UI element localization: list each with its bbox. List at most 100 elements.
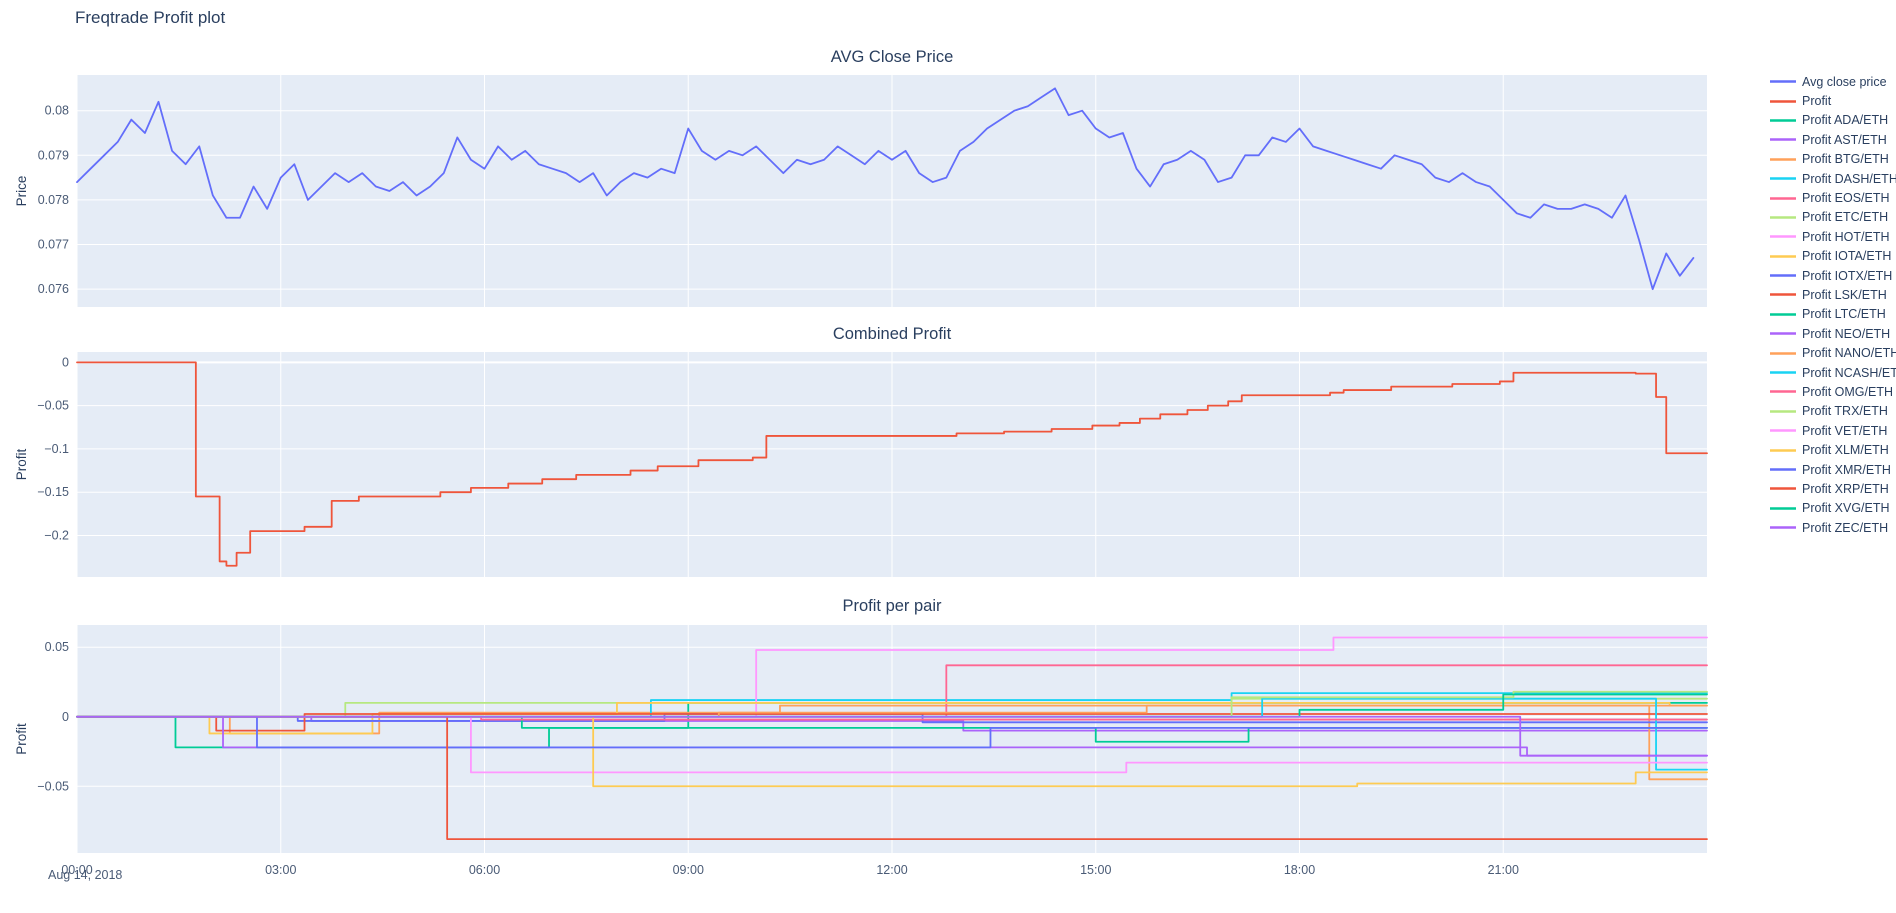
legend-item-profit-xvg-eth[interactable]: Profit XVG/ETH (1768, 499, 1896, 518)
legend-line-swatch (1770, 351, 1796, 355)
legend-item-profit-lsk-eth[interactable]: Profit LSK/ETH (1768, 285, 1896, 304)
y-tick-label: 0.079 (38, 148, 69, 162)
legend-item-profit-etc-eth[interactable]: Profit ETC/ETH (1768, 208, 1896, 227)
legend-item-profit-xrp-eth[interactable]: Profit XRP/ETH (1768, 479, 1896, 498)
legend-line-swatch (1770, 235, 1796, 239)
legend-line-swatch (1770, 332, 1796, 336)
y-tick-label: 0.076 (38, 282, 69, 296)
legend-line-swatch (1770, 468, 1796, 471)
legend-label: Profit LSK/ETH (1802, 287, 1887, 302)
combined-profit-plot[interactable]: 0 −0.05 −0.1 −0.15 −0.2 Profit (0, 352, 1720, 577)
legend-label: Profit NANO/ETH (1802, 346, 1896, 361)
legend-line-swatch (1770, 177, 1796, 180)
legend-label: Profit EOS/ETH (1802, 191, 1890, 206)
legend-line-swatch (1770, 158, 1796, 161)
legend-label: Profit NCASH/ETH (1802, 365, 1896, 380)
legend-line-swatch (1770, 216, 1796, 219)
series-profit-xlm-eth[interactable] (76, 715, 1708, 788)
legend-item-profit-trx-eth[interactable]: Profit TRX/ETH (1768, 402, 1896, 421)
series-profit[interactable] (76, 361, 1708, 567)
subplot-title-profit-per-pair: Profit per pair (842, 597, 942, 615)
legend-label: Profit LTC/ETH (1802, 307, 1886, 322)
y-tick-label: −0.1 (44, 442, 69, 456)
legend-item-profit-hot-eth[interactable]: Profit HOT/ETH (1768, 227, 1896, 246)
subplot-title-avg-close-price: AVG Close Price (830, 48, 954, 66)
series-profit-zec-eth[interactable] (76, 715, 1708, 757)
legend-item-profit-eos-eth[interactable]: Profit EOS/ETH (1768, 188, 1896, 207)
legend-line-swatch (1770, 80, 1796, 83)
y-tick-label: −0.05 (37, 399, 69, 413)
legend-label: Profit HOT/ETH (1802, 229, 1890, 244)
legend-label: Profit BTG/ETH (1802, 152, 1889, 167)
legend-label: Profit VET/ETH (1802, 423, 1888, 438)
legend-line-swatch (1770, 138, 1796, 142)
y-axis-title: Profit (14, 448, 29, 480)
legend-label: Avg close price (1802, 74, 1887, 89)
series-avg-close-price[interactable] (76, 87, 1695, 291)
y-tick-label: 0 (62, 710, 69, 724)
avg-close-price-plot[interactable]: 0.076 0.077 0.078 0.079 0.08 Price (0, 75, 1720, 307)
y-tick-label: 0 (62, 355, 69, 369)
x-tick-label: 06:00 (469, 863, 500, 877)
legend-item-profit[interactable]: Profit (1768, 91, 1896, 110)
legend-item-profit-ast-eth[interactable]: Profit AST/ETH (1768, 130, 1896, 149)
legend-item-profit-zec-eth[interactable]: Profit ZEC/ETH (1768, 518, 1896, 537)
legend-line-swatch (1770, 196, 1796, 200)
legend-item-profit-xlm-eth[interactable]: Profit XLM/ETH (1768, 440, 1896, 459)
legend-line-swatch (1770, 487, 1796, 491)
legend-item-profit-dash-eth[interactable]: Profit DASH/ETH (1768, 169, 1896, 188)
legend-label: Profit OMG/ETH (1802, 384, 1893, 399)
x-tick-label: 18:00 (1284, 863, 1315, 877)
legend-line-swatch (1770, 254, 1796, 258)
legend-label: Profit IOTX/ETH (1802, 268, 1893, 283)
legend-item-avg-close-price[interactable]: Avg close price (1768, 72, 1896, 91)
legend-line-swatch (1770, 313, 1796, 316)
legend-item-profit-ncash-eth[interactable]: Profit NCASH/ETH (1768, 363, 1896, 382)
legend-item-profit-omg-eth[interactable]: Profit OMG/ETH (1768, 382, 1896, 401)
y-tick-label: −0.2 (44, 528, 69, 542)
legend-label: Profit XVG/ETH (1802, 501, 1890, 516)
legend-item-profit-nano-eth[interactable]: Profit NANO/ETH (1768, 343, 1896, 362)
legend-label: Profit XRP/ETH (1802, 481, 1889, 496)
legend-label: Profit ETC/ETH (1802, 210, 1889, 225)
x-tick-label: 21:00 (1488, 863, 1519, 877)
series-profit-ada-eth[interactable] (76, 701, 1708, 749)
legend-line-swatch (1770, 429, 1796, 432)
legend-line-swatch (1770, 410, 1796, 413)
legend-item-profit-xmr-eth[interactable]: Profit XMR/ETH (1768, 460, 1896, 479)
legend-item-profit-ltc-eth[interactable]: Profit LTC/ETH (1768, 305, 1896, 324)
x-tick-label: 00:00 (61, 863, 92, 877)
legend-item-profit-vet-eth[interactable]: Profit VET/ETH (1768, 421, 1896, 440)
series-profit-btg-eth[interactable] (76, 704, 1708, 781)
series-profit-ltc-eth[interactable] (76, 715, 1708, 743)
x-tick-label: 03:00 (265, 863, 296, 877)
legend-line-swatch (1770, 526, 1796, 529)
legend-line-swatch (1770, 507, 1796, 510)
legend-label: Profit XMR/ETH (1802, 462, 1891, 477)
x-axis-date-label: Aug 14, 2018 (48, 868, 123, 882)
page-title: Freqtrade Profit plot (75, 8, 226, 27)
y-tick-label: −0.15 (37, 485, 69, 499)
legend-line-swatch (1770, 274, 1796, 277)
legend-label: Profit ZEC/ETH (1802, 520, 1889, 535)
legend-line-swatch (1770, 390, 1796, 394)
legend-item-profit-btg-eth[interactable]: Profit BTG/ETH (1768, 150, 1896, 169)
legend-item-profit-ada-eth[interactable]: Profit ADA/ETH (1768, 111, 1896, 130)
profit-per-pair-plot[interactable]: 0.05 0 −0.05 Profit 00:00 03:00 06:00 09:00 12:0… (0, 625, 1720, 901)
y-tick-label: −0.05 (37, 779, 69, 793)
y-axis-title: Profit (14, 723, 29, 755)
legend-item-profit-neo-eth[interactable]: Profit NEO/ETH (1768, 324, 1896, 343)
legend-label: Profit NEO/ETH (1802, 326, 1891, 341)
legend-label: Profit DASH/ETH (1802, 171, 1896, 186)
legend-label: Profit TRX/ETH (1802, 404, 1888, 419)
legend-item-profit-iotx-eth[interactable]: Profit IOTX/ETH (1768, 266, 1896, 285)
legend-label: Profit IOTA/ETH (1802, 249, 1892, 264)
subplot-title-combined-profit: Combined Profit (832, 325, 952, 343)
x-tick-label: 09:00 (673, 863, 704, 877)
legend-label: Profit XLM/ETH (1802, 443, 1889, 458)
y-axis-title: Price (14, 176, 29, 207)
legend-label: Profit (1802, 94, 1832, 109)
legend-item-profit-iota-eth[interactable]: Profit IOTA/ETH (1768, 247, 1896, 266)
legend-line-swatch (1770, 371, 1796, 374)
legend-line-swatch (1770, 448, 1796, 452)
